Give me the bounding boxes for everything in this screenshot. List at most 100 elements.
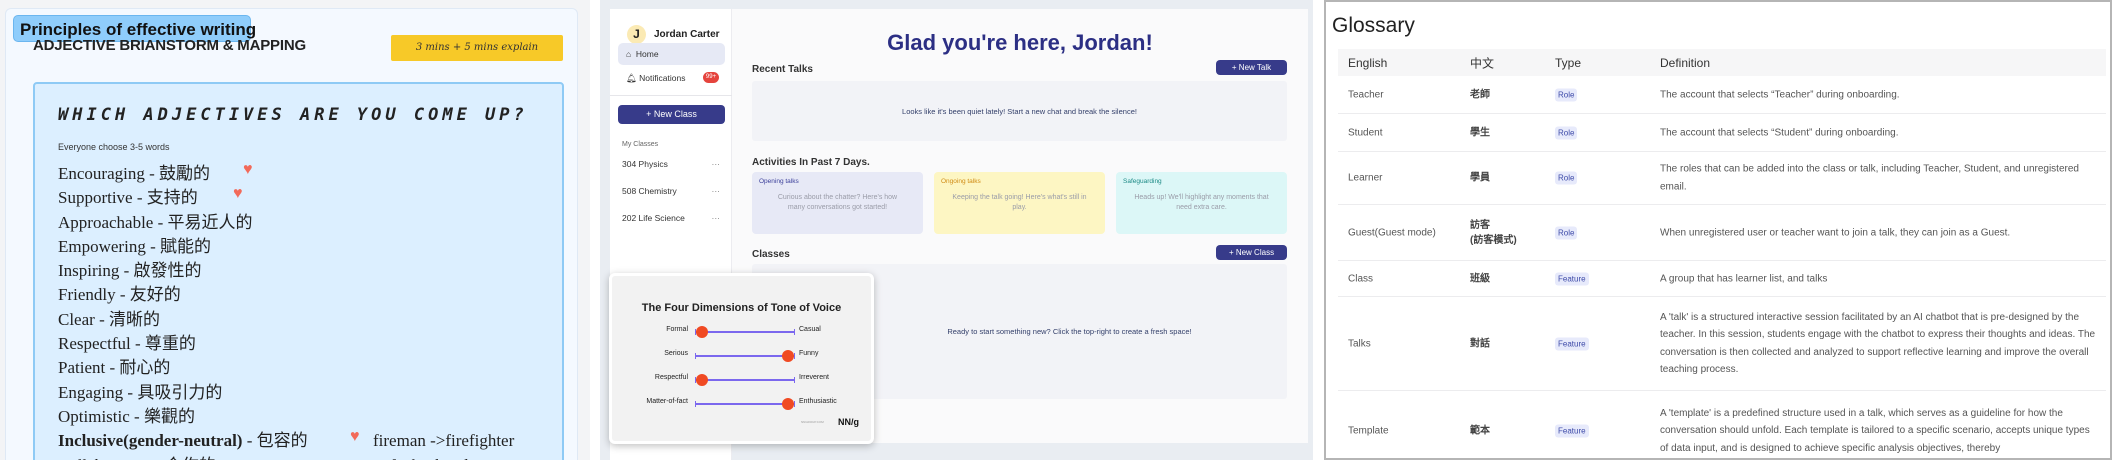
sidebar-item-home[interactable]: ⌂ Home — [618, 43, 725, 65]
term-english: Teacher — [1348, 89, 1384, 100]
type-badge: Feature — [1555, 337, 1589, 350]
adjective-text: Patient - 耐心的 — [58, 358, 171, 378]
tone-of-voice-card: The Four Dimensions of Tone of Voice For… — [609, 273, 874, 444]
slide-subtitle: ADJECTIVE BRIANSTORM & MAPPING — [33, 37, 306, 54]
dimension-marker — [782, 350, 794, 362]
adjective-list: Encouraging - 鼓勵的 ♥ Supportive - 支持的 ♥ Appro… — [58, 161, 541, 460]
dimension-left-label: Serious — [664, 350, 688, 357]
card-description: Curious about the chatter? Here's how ma… — [777, 194, 898, 211]
table-row: Template 範本 Feature A 'template' is a prede… — [1338, 391, 2106, 458]
dimension-right-label: Irreverent — [799, 374, 829, 381]
sidebar-item-notifications[interactable]: 🔔︎ Notifications 99+ — [618, 67, 725, 89]
dimension-right-label: Funny — [799, 350, 819, 357]
sidebar-class-item[interactable]: 508 Chemistry ··· — [622, 186, 720, 196]
adjective-text: Approachable - 平易近人的 — [58, 212, 253, 232]
column-header: English — [1348, 55, 1388, 70]
adjective-text: Inspiring - 啟發性的 — [58, 261, 202, 281]
classes-new-class-button[interactable]: + New Class — [1216, 245, 1287, 260]
table-row: Student 學生 Role The account that selects “S… — [1338, 114, 2106, 152]
adjective-text: Inclusive(gender-neutral) — [58, 431, 243, 451]
activity-card[interactable]: Ongoing talks Keeping the talk going! Her… — [934, 172, 1105, 234]
list-item: Friendly - 友好的 — [58, 283, 308, 307]
term-english: Template — [1348, 425, 1389, 436]
new-class-button[interactable]: + New Class — [618, 105, 725, 124]
empty-message: Ready to start something new? Click the … — [947, 327, 1192, 336]
card-description: Keeping the talk going! Here's what's st… — [952, 194, 1087, 211]
term-english: Class — [1348, 273, 1374, 284]
adjective-box — [33, 82, 564, 460]
list-item: Collaborative - 合作的 wife, husband -> Part… — [58, 454, 541, 460]
card-description: Heads up! We'll highlight any moments th… — [1134, 194, 1269, 211]
dimension-right-label: Enthusiastic — [799, 398, 837, 405]
dimension-marker — [696, 374, 708, 386]
adjective-translation: - 包容的 — [242, 431, 308, 451]
list-item: Optimistic - 樂觀的 — [58, 405, 308, 429]
recent-talks-heading: Recent Talks — [752, 64, 813, 75]
adjective-note: fireman ->firefighter — [373, 431, 515, 451]
table-row: Talks 對話 Feature A 'talk' is a structured i… — [1338, 297, 2106, 391]
adjective-text: Empowering - 賦能的 — [58, 236, 211, 256]
my-classes-label: My Classes — [622, 141, 659, 148]
more-icon[interactable]: ··· — [711, 213, 721, 223]
type-badge: Role — [1555, 126, 1578, 139]
slide-panel: Principles of effective writing ADJECTIV… — [0, 0, 590, 460]
recent-talks-empty: Looks like it's been quiet lately! Start… — [752, 81, 1287, 141]
classes-heading: Classes — [752, 249, 790, 260]
list-item: Empowering - 賦能的 — [58, 235, 308, 259]
dimension-left-label: Matter-of-fact — [646, 398, 688, 405]
nav-label: Notifications — [639, 73, 686, 83]
dimension-left-label: Formal — [666, 326, 688, 333]
term-chinese: 學員 — [1470, 172, 1490, 184]
table-row: Learner 學員 Role The roles that can be added… — [1338, 152, 2106, 205]
new-talk-button[interactable]: + New Talk — [1216, 60, 1287, 75]
sidebar-class-item[interactable]: 202 Life Science ··· — [622, 213, 720, 223]
column-header: 中文 — [1470, 56, 1495, 70]
adjective-text: Friendly - 友好的 — [58, 285, 181, 305]
avatar[interactable]: J — [627, 25, 646, 44]
dimension-marker — [696, 326, 708, 338]
empty-message: Looks like it's been quiet lately! Start… — [902, 106, 1137, 116]
column-header: Type — [1555, 55, 1582, 70]
heart-icon: ♥ — [350, 428, 360, 446]
term-chinese: 訪客 (訪客模式) — [1470, 219, 1517, 246]
home-icon: ⌂ — [626, 49, 632, 59]
term-english: Guest(Guest mode) — [1348, 227, 1436, 238]
source-text: NNGROUP.COM — [801, 420, 824, 424]
list-item: Patient - 耐心的 — [58, 356, 308, 380]
term-chinese: 班級 — [1470, 273, 1490, 284]
term-definition: A group that has learner list, and talks — [1660, 272, 1828, 284]
list-item: Encouraging - 鼓勵的 ♥ — [58, 161, 308, 186]
adjective-text: Supportive - 支持的 — [58, 188, 198, 208]
activity-card[interactable]: Opening talks Curious about the chatter? … — [752, 172, 923, 234]
term-definition: When unregistered user or teacher want t… — [1660, 226, 2011, 238]
type-badge: Role — [1555, 171, 1578, 185]
term-chinese: 對話 — [1470, 338, 1490, 349]
term-chinese: 老師 — [1470, 89, 1490, 100]
table-header: English 中文 Type Definition — [1338, 49, 2106, 76]
class-name: 202 Life Science — [622, 213, 685, 223]
term-definition: A 'template' is a predefined structure u… — [1660, 407, 2090, 454]
heart-icon: ♥ — [233, 185, 243, 203]
dimension-marker — [782, 398, 794, 410]
term-chinese: 範本 — [1470, 425, 1490, 436]
adjective-text: Engaging - 具吸引力的 — [58, 382, 223, 402]
more-icon[interactable]: ··· — [711, 186, 721, 196]
adjective-text: Encouraging - 鼓勵的 — [58, 164, 211, 183]
glossary-panel: Glossary English 中文 Type Definition Teac… — [1324, 0, 2112, 460]
dimension-left-label: Respectful — [654, 374, 688, 381]
type-badge: Role — [1555, 88, 1578, 101]
activity-card[interactable]: Safeguarding Heads up! We'll highlight an… — [1116, 172, 1287, 234]
type-badge: Feature — [1555, 424, 1589, 437]
term-definition: A 'talk' is a structured interactive ses… — [1660, 311, 2096, 376]
divider — [610, 95, 732, 96]
type-badge: Feature — [1555, 272, 1589, 285]
track-cap — [695, 353, 696, 359]
question-heading: WHICH ADJECTIVES ARE YOU COME UP? — [58, 105, 528, 125]
bell-icon: 🔔︎ — [626, 73, 637, 83]
more-icon[interactable]: ··· — [711, 159, 721, 169]
list-item: Inspiring - 啟發性的 — [58, 259, 308, 283]
table-row: Guest(Guest mode) 訪客 (訪客模式) Role When unreg… — [1338, 205, 2106, 261]
dimension-track — [695, 403, 795, 405]
term-definition: The account that selects “Teacher” durin… — [1660, 88, 1900, 100]
sidebar-class-item[interactable]: 304 Physics ··· — [622, 159, 720, 169]
